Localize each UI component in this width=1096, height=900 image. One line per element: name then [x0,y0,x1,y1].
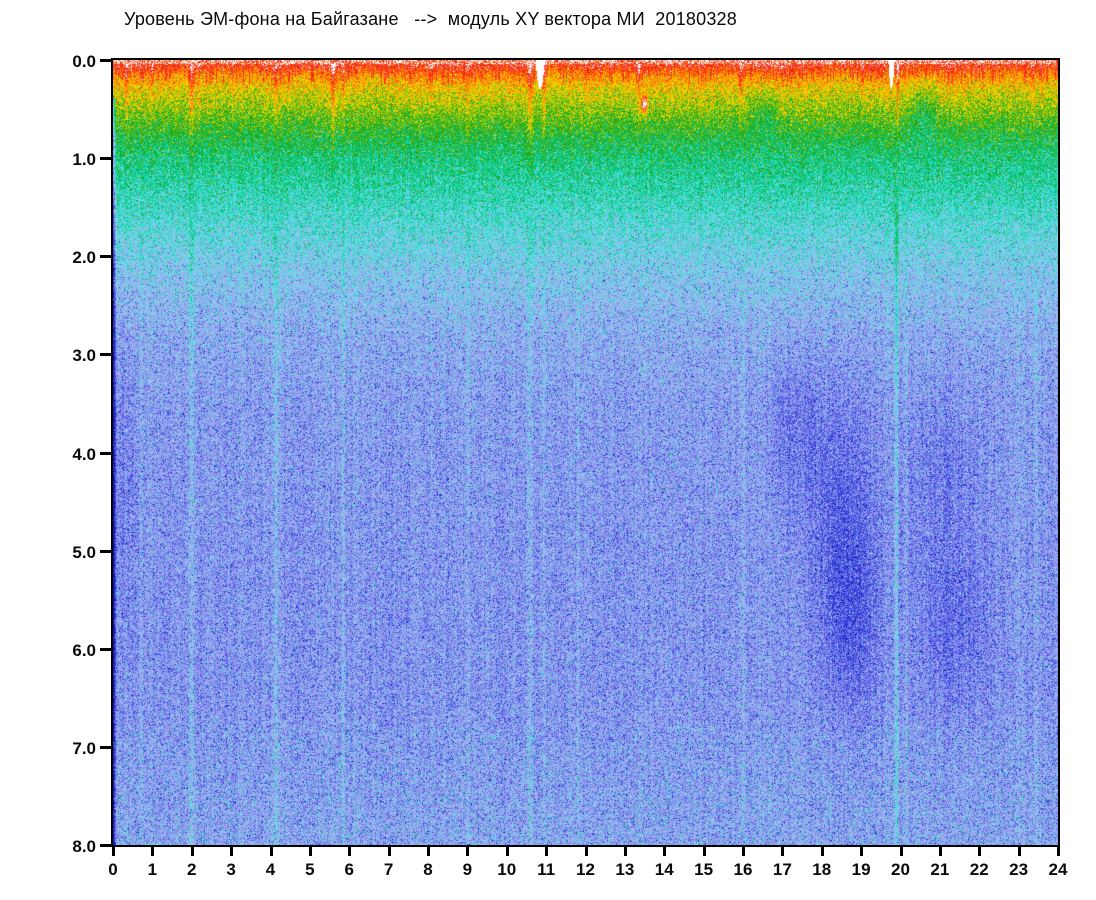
y-axis-tick [100,157,112,161]
y-axis-tick-label: 6.0 [72,640,96,660]
x-axis-tick-label: 4 [265,860,276,879]
x-axis-tick [269,847,273,856]
x-axis-tick [230,847,234,856]
x-axis-tick-label: 7 [383,860,394,879]
x-axis-tick [348,847,352,856]
x-axis-tick [978,847,982,856]
y-axis-tick [100,451,112,455]
x-axis-tick-label: 15 [694,860,714,879]
x-axis-tick [584,847,588,856]
x-axis-tick-label: 16 [733,860,753,879]
y-axis-tick-label: 7.0 [72,738,96,758]
x-axis-tick-label: 22 [969,860,989,879]
x-axis-tick-label: 9 [462,860,473,879]
x-axis-tick [545,847,549,856]
chart-title: Уровень ЭМ-фона на Байгазане --> модуль … [124,9,737,29]
x-axis-tick [781,847,785,856]
x-axis-tick [1017,847,1021,856]
x-axis-tick [466,847,470,856]
y-axis-tick [100,353,112,357]
x-axis-tick-label: 13 [615,860,635,879]
y-axis-tick-label: 8.0 [72,837,96,856]
x-axis-tick-label: 12 [576,860,595,879]
x-axis-tick [663,847,667,856]
x-axis-tick-label: 6 [344,860,354,879]
x-axis-tick [387,847,391,856]
spectrogram-canvas [113,60,1058,845]
x-axis-tick [1057,847,1060,856]
x-axis-tick [623,847,627,856]
x-axis-tick-label: 0 [108,860,118,879]
y-axis-tick [100,745,112,749]
x-axis-tick-label: 11 [537,860,556,879]
x-axis-tick [899,847,903,856]
x-axis-tick [820,847,824,856]
x-axis-tick-label: 21 [930,860,950,879]
x-axis-tick-label: 3 [226,860,236,879]
y-axis-tick [100,255,112,259]
plot-frame [111,58,1060,847]
x-axis-tick-label: 10 [497,860,517,879]
y-axis-tick [100,647,112,651]
y-axis-tick-label: 0.0 [72,52,96,71]
x-axis-tick [505,847,509,856]
x-axis-tick-label: 17 [772,860,792,879]
x-axis-tick [308,847,312,856]
x-axis-tick-label: 23 [1009,860,1029,879]
x-axis-tick-label: 19 [851,860,871,879]
y-axis-tick-label: 5.0 [72,542,96,562]
y-axis-tick-label: 2.0 [72,248,96,268]
x-axis-tick-label: 18 [812,860,832,879]
x-axis-tick [860,847,864,856]
y-axis-tick [100,844,112,847]
x-axis-tick [702,847,706,856]
x-axis-tick [427,847,430,856]
y-axis-tick [100,549,112,553]
x-axis-tick-label: 5 [305,860,315,879]
x-axis-tick-label: 8 [423,860,433,879]
x-axis-tick [112,847,115,856]
x-axis-tick-label: 20 [891,860,910,879]
y-axis-tick-label: 3.0 [72,346,96,366]
x-axis-tick-label: 1 [147,860,158,879]
y-axis-tick-label: 1.0 [72,150,96,170]
x-axis-tick [190,847,194,856]
x-axis-tick [151,847,155,856]
y-axis-tick [100,59,112,62]
x-axis-tick-label: 24 [1048,860,1068,879]
x-axis-tick-label: 2 [187,860,197,879]
x-axis-tick [742,847,745,856]
x-axis-tick-label: 14 [654,860,674,879]
x-axis-tick [938,847,942,856]
y-axis-tick-label: 4.0 [72,444,96,464]
